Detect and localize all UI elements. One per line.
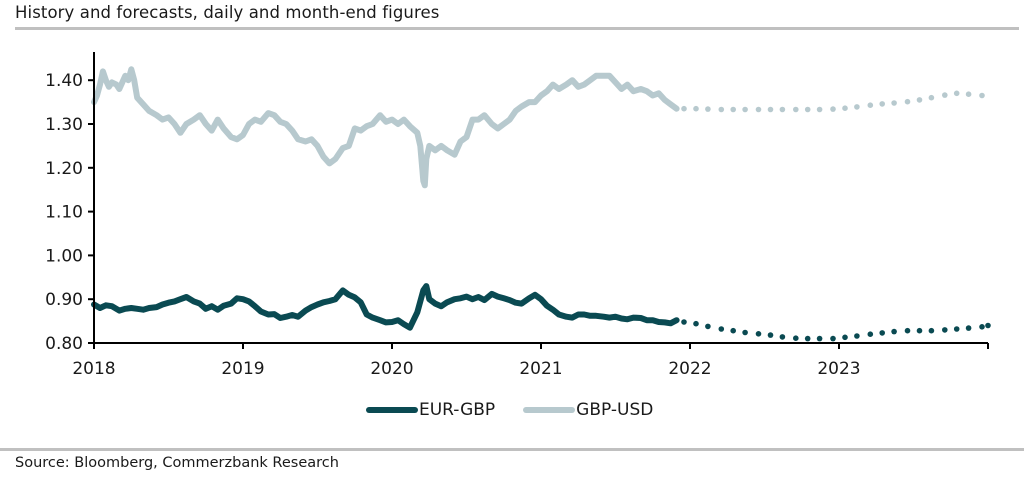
legend: EUR-GBP GBP-USD <box>366 400 681 420</box>
y-tick-label: 1.20 <box>45 159 83 179</box>
forecast-point-eur-gbp <box>979 324 985 330</box>
forecast-point-eur-gbp <box>767 332 774 338</box>
forecast-point-gbp-usd <box>718 106 725 113</box>
series-layer <box>91 66 991 342</box>
y-tick-label: 1.10 <box>45 203 83 223</box>
forecast-point-eur-gbp <box>681 319 687 325</box>
forecast-point-gbp-usd <box>693 105 699 112</box>
forecast-point-gbp-usd <box>755 106 762 113</box>
chart-title: History and forecasts, daily and month-e… <box>15 3 440 22</box>
source-note: Source: Bloomberg, Commerzbank Research <box>15 455 339 471</box>
x-tick-label: 2022 <box>668 359 711 379</box>
forecast-point-gbp-usd <box>705 106 711 112</box>
forecast-point-gbp-usd <box>854 104 860 110</box>
y-tick-label: 1.00 <box>45 246 83 266</box>
y-tick-label: 1.40 <box>45 71 83 91</box>
forecast-point-eur-gbp <box>804 335 811 342</box>
forecast-point-eur-gbp <box>705 323 711 330</box>
forecast-point-gbp-usd <box>742 106 748 113</box>
title-divider <box>15 27 1019 30</box>
forecast-point-gbp-usd <box>891 100 897 106</box>
forecast-point-eur-gbp <box>879 330 885 336</box>
legend-item-gbp-usd[interactable]: GBP-USD <box>523 400 653 420</box>
forecast-point-gbp-usd <box>879 101 885 107</box>
forecast-point-gbp-usd <box>965 91 972 97</box>
forecast-point-gbp-usd <box>904 98 911 105</box>
forecast-point-gbp-usd <box>730 106 736 113</box>
forecast-point-eur-gbp <box>779 334 786 340</box>
forecast-point-eur-gbp <box>985 322 991 329</box>
forecast-point-gbp-usd <box>804 106 811 113</box>
forecast-point-gbp-usd <box>942 92 948 98</box>
forecast-point-eur-gbp <box>842 334 848 341</box>
forecast-point-eur-gbp <box>928 327 935 334</box>
forecast-point-eur-gbp <box>891 328 897 335</box>
axes-layer: 0.80 0.90 1.00 1.10 1.20 1.30 1.40 2018 2019 2020… <box>45 52 989 379</box>
forecast-point-gbp-usd <box>928 94 935 101</box>
forecast-point-eur-gbp <box>953 326 960 332</box>
legend-swatch-gbp-usd <box>523 407 576 413</box>
forecast-point-gbp-usd <box>916 97 923 103</box>
x-tick-label: 2018 <box>72 359 115 379</box>
forecast-point-gbp-usd <box>767 106 774 113</box>
forecast-point-gbp-usd <box>779 106 786 113</box>
forecast-point-gbp-usd <box>867 102 874 108</box>
footer-divider <box>0 448 1024 451</box>
y-tick-label: 0.90 <box>45 290 83 310</box>
forecast-point-gbp-usd <box>953 90 960 97</box>
x-tick-label: 2020 <box>370 359 413 379</box>
x-tick-label: 2019 <box>221 359 264 379</box>
forecast-point-gbp-usd <box>979 92 985 99</box>
chart-plot: 0.80 0.90 1.00 1.10 1.20 1.30 1.40 2018 2019 2020… <box>45 52 991 379</box>
legend-label-gbp-usd: GBP-USD <box>576 400 654 420</box>
legend-swatch-eur-gbp <box>366 407 418 413</box>
series-line-gbp-usd <box>91 66 680 189</box>
forecast-point-gbp-usd <box>842 105 848 111</box>
series-line-eur-gbp <box>91 283 680 331</box>
y-tick-label: 1.30 <box>45 115 83 135</box>
forecast-point-eur-gbp <box>816 335 823 342</box>
forecast-point-eur-gbp <box>730 327 736 334</box>
forecast-point-eur-gbp <box>854 333 860 339</box>
forecast-point-eur-gbp <box>830 335 836 342</box>
forecast-point-gbp-usd <box>793 106 799 113</box>
x-tick-label: 2021 <box>519 359 562 379</box>
y-tick-label: 0.80 <box>45 334 83 354</box>
forecast-point-eur-gbp <box>793 335 799 342</box>
forecast-point-eur-gbp <box>693 320 699 327</box>
x-tick-label: 2023 <box>817 359 860 379</box>
forecast-point-eur-gbp <box>916 327 923 334</box>
forecast-point-gbp-usd <box>816 106 823 113</box>
forecast-point-eur-gbp <box>718 326 725 332</box>
forecast-point-gbp-usd <box>681 105 687 112</box>
forecast-point-eur-gbp <box>904 327 911 334</box>
forecast-point-eur-gbp <box>755 331 762 337</box>
legend-item-eur-gbp[interactable]: EUR-GBP <box>366 400 495 420</box>
forecast-point-eur-gbp <box>942 327 948 333</box>
forecast-point-gbp-usd <box>830 106 836 112</box>
forecast-point-eur-gbp <box>742 329 748 336</box>
legend-label-eur-gbp: EUR-GBP <box>419 400 496 420</box>
forecast-point-eur-gbp <box>867 331 874 338</box>
forecast-point-eur-gbp <box>965 325 972 331</box>
